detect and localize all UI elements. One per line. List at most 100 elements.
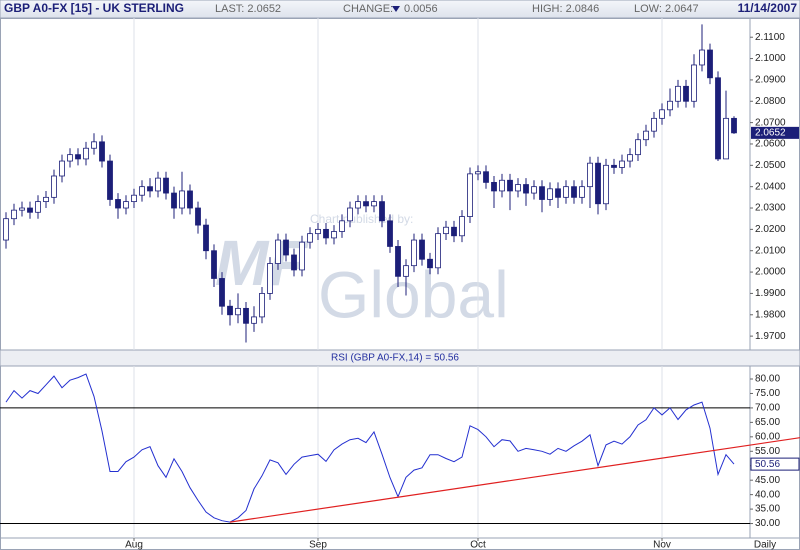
- candle-body: [187, 190, 193, 209]
- candle-body: [635, 139, 641, 156]
- low: LOW: 2.0647: [634, 3, 699, 15]
- candle-body: [563, 186, 569, 198]
- candle-body: [123, 201, 129, 209]
- candle-body: [347, 207, 353, 222]
- y-tick-label: 2.0800: [755, 96, 786, 107]
- candle-body: [331, 231, 337, 239]
- candle-body: [619, 160, 625, 168]
- candle-body: [523, 184, 529, 194]
- y-tick-label: 80.00: [755, 374, 780, 385]
- candle-body: [371, 201, 377, 207]
- candle-body: [59, 160, 65, 177]
- watermark-logo: Global: [318, 257, 509, 331]
- candle-body: [275, 239, 281, 264]
- y-tick-label: 2.0500: [755, 160, 786, 171]
- candle-body: [707, 49, 713, 79]
- x-axis-label: Daily: [754, 540, 776, 550]
- candle-body: [667, 100, 673, 111]
- y-tick-label: 2.1100: [755, 32, 785, 43]
- candle-body: [91, 141, 97, 149]
- candle-body: [499, 179, 505, 192]
- candle-body: [19, 207, 25, 211]
- candle-body: [235, 307, 241, 316]
- x-tick-label: Oct: [470, 540, 486, 550]
- change: 0.0056: [404, 3, 438, 15]
- candle-body: [339, 220, 345, 232]
- candle-body: [219, 278, 225, 307]
- y-tick-label: 35.00: [755, 504, 780, 515]
- x-tick-label: Nov: [653, 540, 671, 550]
- y-tick-label: 2.0300: [755, 203, 786, 214]
- candle-body: [115, 199, 121, 209]
- y-tick-label: 75.00: [755, 388, 780, 399]
- y-tick-label: 2.0600: [755, 139, 786, 150]
- candle-body: [643, 130, 649, 141]
- candle-body: [683, 85, 689, 102]
- candle-body: [283, 239, 289, 256]
- y-tick-label: 45.00: [755, 475, 780, 486]
- x-tick-label: Aug: [125, 540, 143, 550]
- high: HIGH: 2.0846: [532, 3, 599, 15]
- candle-body: [27, 207, 33, 213]
- y-tick-label: 2.0100: [755, 245, 786, 256]
- candle-body: [731, 117, 737, 134]
- rsi-title: RSI (GBP A0-FX,14) = 50.56: [331, 353, 459, 364]
- candle-body: [107, 160, 113, 200]
- candle-body: [387, 220, 393, 247]
- candle-body: [11, 209, 17, 220]
- candle-body: [547, 188, 553, 200]
- candle-body: [67, 154, 73, 162]
- candle-body: [627, 154, 633, 162]
- candle-body: [715, 77, 721, 160]
- symbol: GBP A0-FX [15] - UK STERLING: [4, 1, 184, 15]
- rsi-title-bar: [0, 349, 800, 367]
- candle-body: [507, 179, 513, 192]
- rsi-line: [5, 373, 735, 523]
- candle-body: [419, 239, 425, 260]
- candle-body: [587, 162, 593, 188]
- candle-body: [83, 147, 89, 160]
- candle-body: [611, 164, 617, 168]
- candle-body: [299, 241, 305, 271]
- candle-body: [435, 233, 441, 269]
- y-tick-label: 70.00: [755, 403, 780, 414]
- last-value-box: [750, 457, 800, 471]
- candle-body: [147, 186, 153, 192]
- candle-body: [99, 141, 105, 162]
- candle-body: [307, 233, 313, 243]
- candle-body: [75, 154, 81, 160]
- candle-body: [155, 177, 161, 192]
- candle-body: [491, 181, 497, 192]
- candle-body: [411, 239, 417, 267]
- candle-body: [675, 85, 681, 102]
- candle-body: [395, 246, 401, 277]
- y-tick-label: 65.00: [755, 417, 780, 428]
- candle-body: [355, 201, 361, 209]
- y-tick-label: 40.00: [755, 489, 780, 500]
- candle-body: [251, 316, 257, 324]
- y-tick-label: 2.0000: [755, 267, 786, 278]
- candle-body: [467, 173, 473, 217]
- candle-body: [403, 265, 409, 277]
- candle-body: [363, 201, 369, 207]
- candle-body: [443, 226, 449, 235]
- candle-body: [691, 64, 697, 102]
- candle-body: [379, 201, 385, 222]
- candle-body: [163, 177, 169, 194]
- candle-body: [515, 184, 521, 192]
- candle-body: [3, 218, 9, 241]
- y-tick-label: 2.0700: [755, 117, 786, 128]
- candle-body: [555, 188, 561, 198]
- candle-body: [139, 186, 145, 196]
- y-tick-label: 30.00: [755, 518, 780, 529]
- candle-body: [603, 164, 609, 205]
- x-tick-label: Sep: [309, 540, 327, 550]
- date: 11/14/2007: [738, 1, 798, 15]
- y-tick-label: 55.00: [755, 446, 780, 457]
- candle-body: [475, 171, 481, 175]
- last-value: 2.0652: [755, 128, 786, 139]
- candle-body: [131, 194, 137, 203]
- candle-body: [651, 117, 657, 132]
- candle-body: [171, 192, 177, 209]
